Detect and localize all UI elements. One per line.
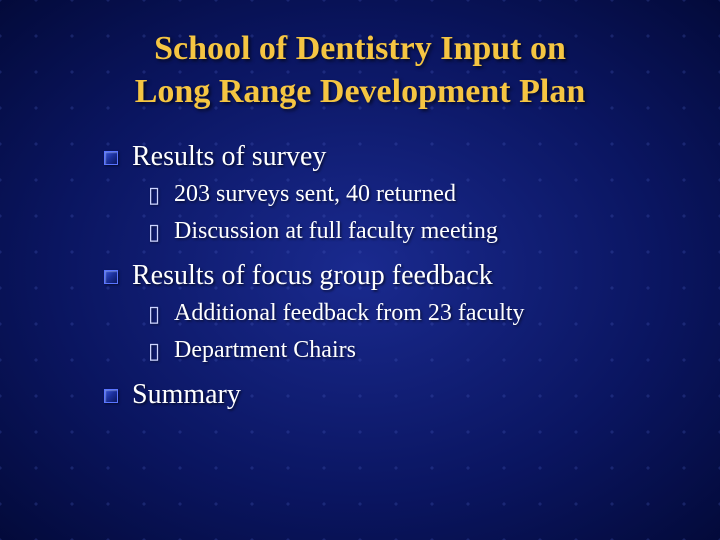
- bullet-icon: [104, 151, 118, 165]
- list-item-label: Results of survey: [132, 141, 326, 173]
- slide-content: Results of survey ▯ 203 surveys sent, 40…: [48, 141, 672, 411]
- bullet-icon: [104, 389, 118, 403]
- list-item: Results of survey: [104, 141, 672, 173]
- slide-title: School of Dentistry Input on Long Range …: [48, 28, 672, 113]
- sub-bullet-icon: ▯: [148, 218, 162, 247]
- list-item: Summary: [104, 379, 672, 411]
- title-line-2: Long Range Development Plan: [135, 73, 586, 110]
- list-subitem: ▯ Department Chairs: [104, 337, 672, 366]
- list-subitem-label: Discussion at full faculty meeting: [174, 218, 498, 245]
- list-subitem-label: Department Chairs: [174, 337, 356, 364]
- sub-bullet-icon: ▯: [148, 181, 162, 210]
- list-subitem: ▯ 203 surveys sent, 40 returned: [104, 181, 672, 210]
- title-line-1: School of Dentistry Input on: [154, 30, 566, 67]
- sub-bullet-icon: ▯: [148, 337, 162, 366]
- list-item-label: Summary: [132, 379, 241, 411]
- list-subitem: ▯ Additional feedback from 23 faculty: [104, 300, 672, 329]
- sub-bullet-icon: ▯: [148, 300, 162, 329]
- list-subitem-label: Additional feedback from 23 faculty: [174, 300, 525, 327]
- list-subitem: ▯ Discussion at full faculty meeting: [104, 218, 672, 247]
- list-item-label: Results of focus group feedback: [132, 260, 493, 292]
- list-subitem-label: 203 surveys sent, 40 returned: [174, 181, 456, 208]
- slide-container: School of Dentistry Input on Long Range …: [0, 0, 720, 540]
- bullet-icon: [104, 270, 118, 284]
- list-item: Results of focus group feedback: [104, 260, 672, 292]
